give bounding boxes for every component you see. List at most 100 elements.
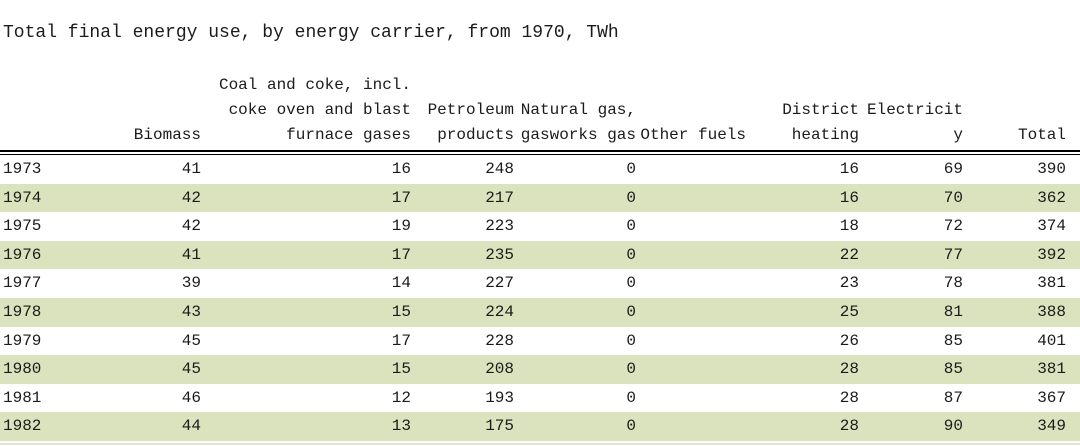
cell-electricity: 81	[863, 297, 967, 327]
cell-coal-and-coke: 14	[391, 274, 411, 293]
cell-natural-gas: 0	[626, 160, 636, 178]
cell-coal-and-coke: 16	[391, 160, 411, 178]
cell-petroleum: 228	[485, 331, 514, 350]
cell-electricity: 85	[943, 331, 963, 350]
cell-coal-and-coke: 17	[205, 240, 415, 270]
cell-year: 1979	[3, 331, 42, 350]
column-header-electricity: Electricit y	[866, 101, 963, 144]
cell-year: 1976	[0, 240, 60, 270]
cell-total: 381	[967, 355, 1080, 384]
cell-coal-and-coke: 12	[391, 388, 411, 407]
cell-other-fuels	[640, 355, 750, 384]
cell-coal-and-coke: 17	[205, 183, 415, 213]
cell-electricity: 87	[943, 388, 963, 407]
cell-total: 392	[967, 240, 1080, 270]
cell-biomass: 43	[60, 297, 205, 327]
cell-district-heating: 25	[750, 297, 863, 327]
cell-total: 388	[967, 297, 1080, 327]
cell-district-heating: 28	[750, 355, 863, 384]
column-header-total: Total	[1017, 126, 1066, 144]
cell-natural-gas: 0	[626, 217, 636, 236]
column-header-other-fuels: Other fuels	[640, 126, 746, 144]
header-row: Biomass Coal and coke, incl. coke oven an…	[0, 73, 1080, 150]
cell-biomass: 45	[181, 331, 201, 350]
cell-biomass: 39	[181, 274, 201, 293]
cell-year: 1977	[3, 274, 42, 293]
cell-natural-gas: 0	[626, 331, 636, 350]
cell-petroleum: 224	[415, 297, 518, 327]
cell-other-fuels	[640, 297, 750, 327]
cell-petroleum: 217	[415, 183, 518, 213]
cell-biomass: 42	[181, 217, 201, 236]
cell-total: 374	[1037, 217, 1066, 236]
cell-district-heating: 22	[750, 240, 863, 270]
cell-other-fuels	[640, 327, 750, 356]
column-header-coal-and-coke: Coal and coke, incl. coke oven and blast…	[218, 76, 411, 144]
cell-biomass: 45	[60, 355, 205, 384]
cell-biomass: 42	[60, 183, 205, 213]
cell-petroleum: 248	[485, 160, 514, 178]
cell-electricity: 72	[943, 217, 963, 236]
cell-coal-and-coke: 13	[205, 412, 415, 441]
cell-total: 349	[967, 412, 1080, 441]
cell-other-fuels	[640, 412, 750, 441]
cell-year: 1978	[0, 297, 60, 327]
cell-natural-gas: 0	[518, 355, 640, 384]
data-table-body: 1973 41 16 248 0 16 69 390 1974 42 17 217 0 16 70 362 19…	[0, 155, 1080, 441]
cell-natural-gas: 0	[518, 183, 640, 213]
table-row-1973: 1973 41 16 248 0 16 69 390	[0, 155, 1080, 184]
cell-petroleum: 208	[415, 355, 518, 384]
cell-biomass: 46	[181, 388, 201, 407]
cell-petroleum: 175	[415, 412, 518, 441]
table-row-1974: 1974 42 17 217 0 16 70 362	[0, 183, 1080, 213]
cell-coal-and-coke: 15	[205, 355, 415, 384]
table-row-1976: 1976 41 17 235 0 22 77 392	[0, 240, 1080, 270]
cell-other-fuels	[640, 155, 750, 184]
cell-coal-and-coke: 15	[205, 297, 415, 327]
cell-other-fuels	[640, 384, 750, 413]
cell-electricity: 69	[943, 160, 963, 178]
cell-natural-gas: 0	[518, 240, 640, 270]
column-header-petroleum: Petroleum products	[427, 101, 514, 144]
cell-year: 1982	[0, 412, 60, 441]
cell-coal-and-coke: 19	[391, 217, 411, 236]
column-header-district-heating: District heating	[782, 101, 859, 144]
cell-year: 1973	[3, 160, 42, 178]
column-header-biomass: Biomass	[133, 126, 201, 144]
cell-electricity: 85	[863, 355, 967, 384]
cell-total: 401	[1037, 331, 1066, 350]
cell-district-heating: 16	[839, 160, 859, 178]
column-header-year	[0, 73, 60, 150]
cell-year: 1980	[0, 355, 60, 384]
cell-natural-gas: 0	[518, 297, 640, 327]
table-row-1979: 1979 45 17 228 0 26 85 401	[0, 327, 1080, 356]
cell-district-heating: 28	[839, 388, 859, 407]
table-row-1978: 1978 43 15 224 0 25 81 388	[0, 297, 1080, 327]
cell-district-heating: 28	[750, 412, 863, 441]
cell-biomass: 41	[181, 160, 201, 178]
cell-other-fuels	[640, 212, 750, 241]
cell-other-fuels	[640, 269, 750, 298]
cell-electricity: 78	[943, 274, 963, 293]
cell-petroleum: 193	[485, 388, 514, 407]
column-header-natural-gas: Natural gas, gasworks gas	[520, 101, 636, 144]
cell-total: 362	[967, 183, 1080, 213]
cell-coal-and-coke: 17	[391, 331, 411, 350]
next-row-edge	[0, 442, 1080, 445]
table-row-1981: 1981 46 12 193 0 28 87 367	[0, 384, 1080, 413]
cell-petroleum: 223	[485, 217, 514, 236]
cell-petroleum: 235	[415, 240, 518, 270]
table-row-1982: 1982 44 13 175 0 28 90 349	[0, 412, 1080, 441]
cell-natural-gas: 0	[626, 388, 636, 407]
cell-natural-gas: 0	[518, 412, 640, 441]
clipped-next-row	[0, 442, 1080, 446]
table-title: Total final energy use, by energy carrie…	[3, 23, 619, 43]
cell-natural-gas: 0	[626, 274, 636, 293]
cell-year: 1981	[3, 388, 42, 407]
table-row-1975: 1975 42 19 223 0 18 72 374	[0, 212, 1080, 241]
cell-electricity: 70	[863, 183, 967, 213]
cell-district-heating: 23	[839, 274, 859, 293]
cell-biomass: 44	[60, 412, 205, 441]
cell-total: 381	[1037, 274, 1066, 293]
